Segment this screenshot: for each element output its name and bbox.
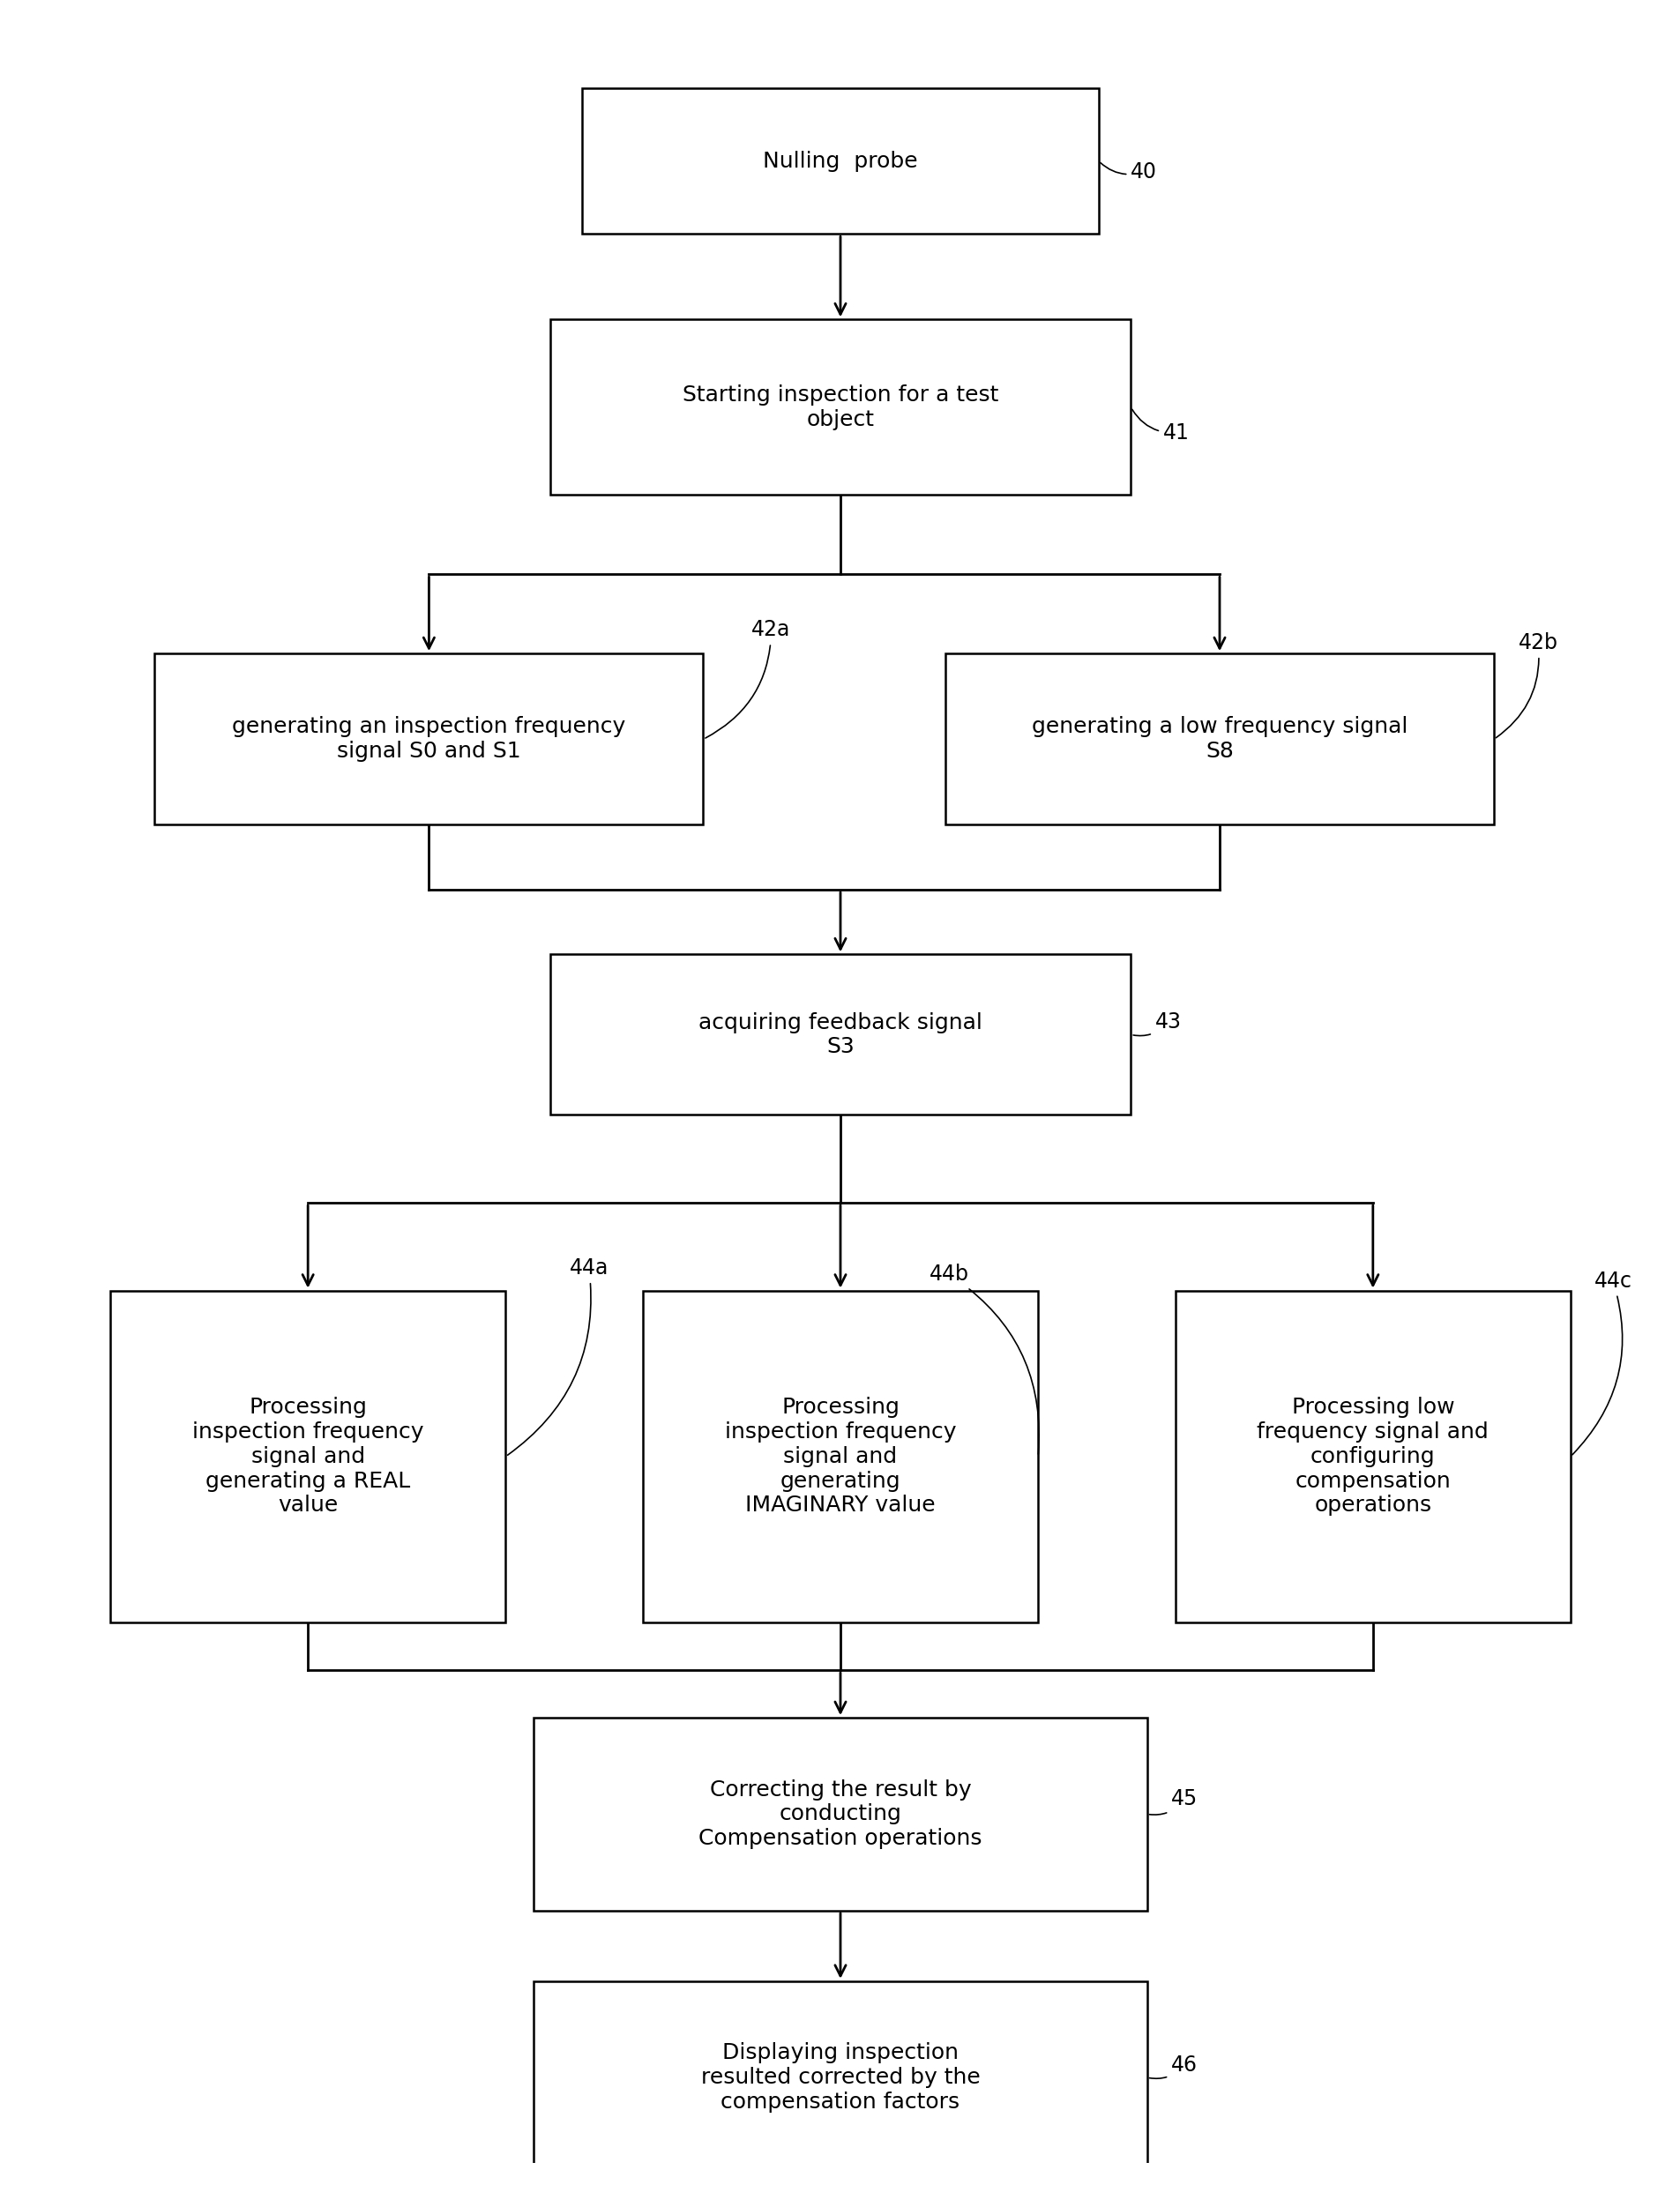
Bar <box>534 1982 1146 2174</box>
Text: Processing
inspection frequency
signal and
generating
IMAGINARY value: Processing inspection frequency signal a… <box>724 1396 956 1516</box>
Text: 41: 41 <box>1132 409 1189 444</box>
Text: acquiring feedback signal
S3: acquiring feedback signal S3 <box>699 1012 981 1058</box>
Text: 40: 40 <box>1100 162 1158 181</box>
Text: 44b: 44b <box>929 1263 1038 1453</box>
Bar <box>581 87 1099 234</box>
Text: 43: 43 <box>1132 1012 1181 1036</box>
Bar <box>549 319 1131 496</box>
Text: generating a low frequency signal
S8: generating a low frequency signal S8 <box>1032 717 1406 763</box>
Bar <box>549 955 1131 1114</box>
Bar <box>642 1291 1038 1623</box>
Bar <box>534 1717 1146 1910</box>
Text: 45: 45 <box>1149 1790 1198 1816</box>
Text: Processing low
frequency signal and
configuring
compensation
operations: Processing low frequency signal and conf… <box>1257 1396 1488 1516</box>
Bar <box>1174 1291 1569 1623</box>
Text: 42b: 42b <box>1495 631 1557 739</box>
Bar <box>111 1291 506 1623</box>
Text: Nulling  probe: Nulling probe <box>763 151 917 173</box>
Text: Starting inspection for a test
object: Starting inspection for a test object <box>682 385 998 430</box>
Text: Processing
inspection frequency
signal and
generating a REAL
value: Processing inspection frequency signal a… <box>192 1396 423 1516</box>
Text: generating an inspection frequency
signal S0 and S1: generating an inspection frequency signa… <box>232 717 625 763</box>
Text: 44a: 44a <box>507 1259 608 1455</box>
Text: 46: 46 <box>1149 2054 1198 2078</box>
Bar <box>155 653 702 826</box>
Text: Correcting the result by
conducting
Compensation operations: Correcting the result by conducting Comp… <box>699 1779 981 1849</box>
Text: 44c: 44c <box>1571 1269 1631 1455</box>
Bar <box>944 653 1494 826</box>
Text: Displaying inspection
resulted corrected by the
compensation factors: Displaying inspection resulted corrected… <box>701 2043 979 2113</box>
Text: 42a: 42a <box>706 618 790 739</box>
